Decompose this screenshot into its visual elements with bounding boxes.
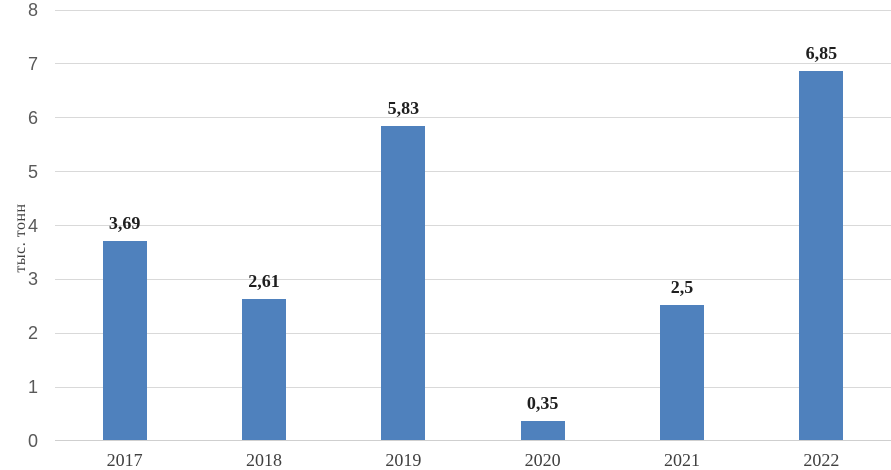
y-tick-label: 7	[27, 53, 38, 74]
bar-2021	[660, 305, 704, 440]
gridline	[55, 9, 891, 11]
x-tick-label: 2019	[385, 450, 422, 470]
x-tick-label: 2022	[803, 450, 840, 470]
bar-value-label: 3,69	[108, 213, 141, 234]
bar-2020	[520, 421, 565, 440]
x-tick-label: 2017	[106, 450, 143, 470]
bar-value-label: 0,35	[526, 393, 559, 414]
bar-2018	[242, 299, 286, 440]
y-tick-label: 8	[27, 0, 38, 20]
y-tick-label: 0	[27, 431, 38, 451]
y-axis-title: тыс. тонн	[12, 203, 29, 273]
gridline	[55, 171, 891, 173]
gridline	[55, 63, 891, 65]
y-tick-label: 5	[27, 161, 38, 182]
bar-2019	[381, 125, 426, 440]
y-tick-label: 4	[27, 215, 38, 236]
bar-2022	[799, 70, 844, 440]
x-tick-label: 2021	[663, 450, 700, 470]
bar-value-label: 6,85	[805, 42, 838, 63]
gridline	[55, 386, 891, 388]
gridline	[55, 117, 891, 119]
y-tick-label: 1	[27, 377, 38, 398]
y-tick-label: 6	[27, 107, 38, 128]
x-tick-label: 2018	[245, 450, 282, 470]
x-axis-line	[55, 440, 891, 441]
plot-area: 3,69 2,61 5,83 0,35 2,5 6,85	[55, 9, 891, 441]
x-tick-label: 2020	[524, 450, 561, 470]
gridline	[55, 332, 891, 334]
bar-2017	[102, 241, 147, 440]
bar-value-label: 5,83	[387, 97, 420, 118]
gridline	[55, 225, 891, 226]
y-tick-label: 3	[27, 269, 38, 290]
bar-value-label: 2,61	[248, 271, 280, 292]
y-tick-label: 2	[27, 323, 38, 344]
bar-value-label: 2,5	[670, 277, 694, 298]
gridline	[55, 278, 891, 280]
